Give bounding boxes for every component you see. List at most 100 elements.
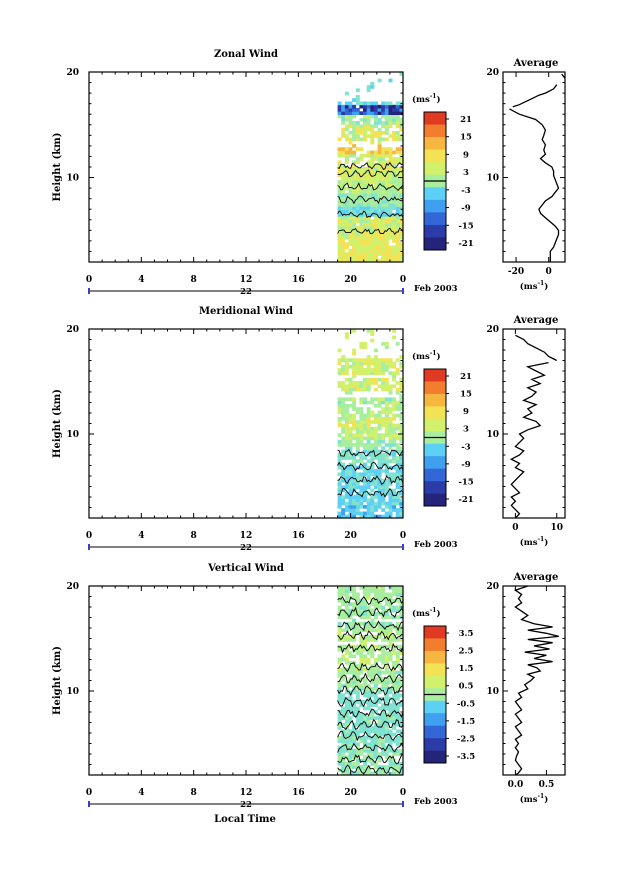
heatmap-cell: [381, 657, 386, 662]
heatmap-cell: [392, 625, 397, 629]
heatmap-cell: [388, 641, 393, 646]
heatmap-cell: [395, 462, 400, 467]
heatmap-cell: [355, 101, 360, 106]
heatmap-cell: [348, 377, 353, 382]
heatmap-cell: [384, 514, 389, 519]
heatmap-cell: [381, 212, 386, 217]
heatmap-cell: [337, 660, 342, 665]
heatmap-cell: [337, 726, 342, 730]
heatmap-cell: [373, 189, 378, 194]
heatmap-cell: [392, 163, 397, 168]
heatmap-cell: [392, 674, 397, 678]
heatmap-cell: [366, 683, 371, 688]
heatmap-cell: [377, 472, 382, 477]
heatmap-cell: [384, 765, 389, 769]
heatmap-cell: [341, 203, 346, 207]
heatmap-cell: [388, 605, 393, 610]
heatmap-cell: [388, 189, 393, 194]
heatmap-cell: [341, 485, 346, 490]
heatmap-cell: [395, 252, 400, 256]
heatmap-cell: [388, 222, 393, 227]
heatmap-cell: [341, 768, 346, 773]
heatmap-cell: [337, 680, 342, 685]
heatmap-cell: [363, 342, 367, 346]
heatmap-cell: [344, 180, 349, 184]
heatmap-cell: [337, 462, 342, 467]
heatmap-cell: [337, 755, 342, 760]
heatmap-cell: [352, 252, 357, 256]
heatmap-cell: [366, 605, 371, 610]
heatmap-cell: [395, 651, 400, 655]
heatmap-cell: [352, 459, 357, 463]
heatmap-cell: [381, 400, 386, 405]
heatmap-cell: [377, 485, 382, 490]
heatmap-cell: [337, 137, 342, 142]
heatmap-cell: [337, 628, 342, 633]
heatmap-cell: [392, 693, 397, 698]
heatmap-cell: [344, 638, 349, 642]
heatmap-cell: [359, 235, 364, 240]
heatmap-cell: [344, 644, 349, 649]
heatmap-cell: [359, 726, 364, 730]
heatmap-cell: [363, 114, 367, 119]
heatmap-cell: [352, 735, 357, 740]
heatmap-cell: [348, 462, 353, 467]
heatmap-cell: [366, 589, 371, 593]
heatmap-cell: [395, 475, 400, 480]
heatmap-cell: [373, 397, 378, 402]
heatmap-cell: [381, 111, 386, 115]
heatmap-cell: [381, 488, 386, 493]
heatmap-cell: [395, 621, 400, 626]
heatmap-cell: [399, 199, 404, 204]
heatmap-cell: [355, 219, 360, 224]
heatmap-cell: [366, 173, 371, 178]
heatmap-cell: [352, 348, 357, 353]
heatmap-cell: [355, 631, 360, 636]
heatmap-cell: [395, 482, 400, 486]
heatmap-cell: [395, 183, 400, 188]
heatmap-cell: [384, 599, 389, 603]
heatmap-cell: [399, 193, 404, 197]
heatmap-cell: [388, 173, 393, 178]
heatmap-cell: [373, 683, 378, 688]
heatmap-cell: [377, 358, 382, 362]
heatmap-cell: [384, 722, 389, 727]
heatmap-cell: [352, 680, 357, 685]
heatmap-cell: [399, 628, 404, 633]
heatmap-cell: [392, 403, 397, 408]
colorbar-tick-label: 3: [463, 168, 469, 178]
average-y-tick-label: 20: [486, 582, 499, 592]
heatmap-cell: [373, 222, 378, 227]
heatmap-cell: [370, 462, 375, 467]
heatmap-cell: [388, 163, 393, 168]
heatmap-cell: [384, 410, 389, 415]
heatmap-cell: [381, 157, 386, 161]
heatmap-cell: [359, 361, 364, 366]
heatmap-cell: [384, 368, 389, 372]
heatmap-cell: [355, 771, 360, 776]
heatmap-cell: [348, 765, 353, 769]
heatmap-cell: [359, 634, 364, 639]
heatmap-cell: [388, 631, 393, 636]
heatmap-cell: [399, 735, 404, 740]
heatmap-cell: [384, 400, 389, 405]
heatmap-cell: [384, 199, 389, 204]
heatmap-cell: [344, 147, 349, 151]
heatmap-cell: [384, 485, 389, 490]
colorbar-swatch: [424, 700, 446, 714]
heatmap-cell: [377, 654, 382, 659]
heatmap-cell: [355, 459, 360, 463]
heatmap-cell: [352, 511, 357, 516]
heatmap-cell: [377, 193, 382, 197]
heatmap-cell: [392, 683, 397, 688]
heatmap-cell: [373, 117, 378, 122]
heatmap-cell: [377, 680, 382, 685]
heatmap-cell: [363, 258, 367, 263]
heatmap-cell: [373, 667, 378, 672]
heatmap-cell: [370, 127, 375, 132]
heatmap-cell: [366, 189, 371, 194]
heatmap-cell: [395, 508, 400, 512]
heatmap-cell: [359, 173, 364, 178]
heatmap-cell: [363, 212, 367, 217]
